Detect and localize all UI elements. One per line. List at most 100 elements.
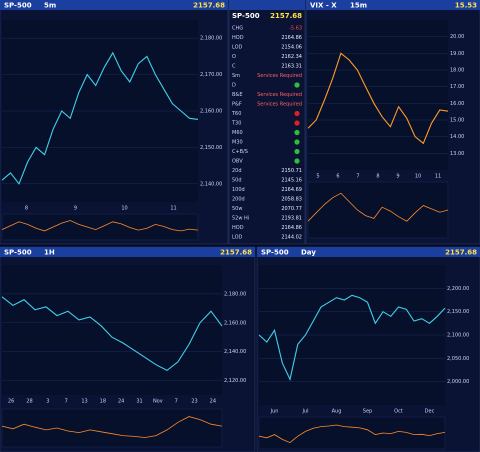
y-tick-label: 2,180.00 bbox=[200, 36, 222, 42]
row-value: 2163.31 bbox=[281, 64, 302, 70]
row-value: Services Required bbox=[257, 102, 302, 108]
panel-header bbox=[0, 247, 255, 257]
x-tick-label: Jul bbox=[301, 409, 308, 415]
indicator-area bbox=[1, 213, 199, 241]
x-tick-label: 26 bbox=[8, 399, 14, 405]
y-tick-label: 18.00 bbox=[450, 68, 464, 74]
x-tick-label: 24 bbox=[118, 399, 124, 405]
price-line bbox=[1, 296, 223, 372]
x-tick-label: 8 bbox=[376, 174, 379, 180]
indicator-area bbox=[1, 408, 223, 448]
panel-header bbox=[257, 247, 480, 257]
last-price: 2157.68 bbox=[220, 249, 252, 257]
row-value: 2070.77 bbox=[281, 206, 302, 212]
row-value: 2145.16 bbox=[281, 178, 302, 184]
x-tick-label: Nov bbox=[153, 399, 163, 405]
y-tick-label: 2,200.00 bbox=[447, 286, 469, 292]
row-value: 2193.81 bbox=[281, 216, 302, 222]
symbol: VIX - X bbox=[310, 2, 337, 10]
status-dot bbox=[294, 120, 300, 126]
price-area bbox=[2, 265, 222, 395]
row-value: 2144.02 bbox=[281, 235, 302, 241]
panel-header bbox=[0, 0, 228, 10]
row-label: CHG bbox=[232, 26, 243, 32]
row-value: 2164.86 bbox=[281, 35, 302, 41]
row-label: OBV bbox=[232, 159, 243, 165]
row-label: D bbox=[232, 83, 236, 89]
indicator-area bbox=[258, 416, 446, 450]
y-tick-label: 2,100.00 bbox=[447, 333, 469, 339]
y-tick-label: 2,000.00 bbox=[447, 379, 469, 385]
row-label: B&E bbox=[232, 92, 243, 98]
x-tick-label: Oct bbox=[394, 409, 403, 415]
watchlist-symbol: SP-500 bbox=[232, 12, 260, 20]
watchlist-price: 2157.68 bbox=[270, 12, 302, 20]
indicator-area bbox=[307, 181, 449, 239]
row-value: 2150.71 bbox=[281, 168, 302, 174]
y-tick-label: 2,170.00 bbox=[200, 72, 222, 78]
row-label: T60 bbox=[231, 111, 241, 117]
interval: 1H bbox=[44, 249, 55, 257]
row-value: 2164.86 bbox=[281, 225, 302, 231]
price-line bbox=[258, 294, 446, 381]
watchlist bbox=[228, 0, 306, 245]
x-tick-label: 23 bbox=[191, 399, 197, 405]
row-label: M30 bbox=[232, 140, 243, 146]
status-dot bbox=[294, 148, 300, 155]
x-tick-label: Jun bbox=[270, 409, 279, 415]
status-dot bbox=[294, 110, 300, 117]
x-tick-label: 28 bbox=[26, 399, 32, 405]
indicator-line bbox=[1, 220, 199, 232]
row-label: LOD bbox=[232, 45, 243, 51]
y-tick-label: 2,150.00 bbox=[200, 145, 222, 151]
row-value: -5.63 bbox=[289, 26, 302, 32]
row-label: Sm bbox=[232, 73, 240, 79]
row-value: Services Required bbox=[257, 73, 302, 79]
x-tick-label: 5 bbox=[316, 174, 319, 180]
x-tick-label: Dec bbox=[425, 409, 435, 415]
panel-header bbox=[306, 0, 480, 10]
row-label: T30 bbox=[231, 121, 241, 127]
last-price: 15.53 bbox=[455, 2, 477, 10]
watchlist-header bbox=[229, 0, 305, 10]
last-price: 2157.68 bbox=[193, 2, 225, 10]
x-tick-label: 10 bbox=[121, 206, 127, 212]
x-tick-label: Sep bbox=[363, 409, 372, 415]
x-tick-label: 7 bbox=[175, 399, 178, 405]
row-label: 50d bbox=[232, 178, 242, 184]
y-tick-label: 14.00 bbox=[450, 134, 464, 140]
status-dot bbox=[294, 139, 300, 145]
x-tick-label: 6 bbox=[336, 174, 339, 180]
x-tick-label: 7 bbox=[65, 399, 68, 405]
y-tick-label: 2,140.00 bbox=[200, 181, 222, 187]
y-tick-label: 20.00 bbox=[450, 34, 464, 40]
row-label: 52w Hi bbox=[232, 216, 249, 222]
interval: 5m bbox=[44, 2, 56, 10]
x-tick-label: 13 bbox=[81, 399, 87, 405]
row-label: LOD bbox=[232, 235, 243, 241]
x-tick-label: 11 bbox=[435, 174, 441, 180]
row-value: Services Required bbox=[257, 92, 302, 98]
symbol: SP-500 bbox=[4, 249, 32, 257]
row-label: 20d bbox=[232, 168, 242, 174]
interval: Day bbox=[301, 249, 316, 257]
y-tick-label: 15.00 bbox=[450, 118, 464, 124]
y-tick-label: 2,180.00 bbox=[224, 291, 246, 297]
row-label: C+B/S bbox=[232, 149, 248, 155]
row-value: 2058.83 bbox=[281, 197, 302, 203]
y-tick-label: 2,160.00 bbox=[200, 109, 222, 115]
x-tick-label: 9 bbox=[396, 174, 399, 180]
x-tick-label: 18 bbox=[100, 399, 106, 405]
last-price: 2157.68 bbox=[445, 249, 477, 257]
y-tick-label: 2,140.00 bbox=[224, 349, 246, 355]
row-label: 50w bbox=[232, 206, 242, 212]
interval: 15m bbox=[350, 2, 367, 10]
row-label: 200d bbox=[232, 197, 245, 203]
row-label: 100d bbox=[232, 187, 245, 193]
x-tick-label: 3 bbox=[46, 399, 49, 405]
symbol: SP-500 bbox=[261, 249, 289, 257]
symbol: SP-500 bbox=[4, 2, 32, 10]
status-dot bbox=[294, 129, 300, 136]
row-value: 2164.69 bbox=[281, 187, 302, 193]
status-dot bbox=[294, 158, 300, 164]
